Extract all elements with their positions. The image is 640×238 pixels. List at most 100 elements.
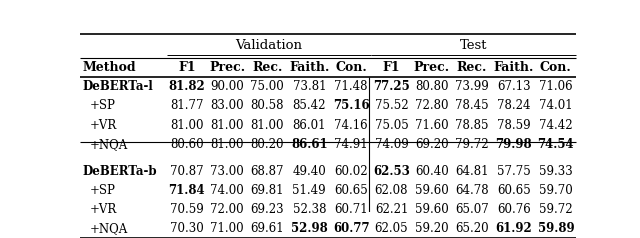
Text: 81.00: 81.00 — [211, 138, 244, 151]
Text: 70.87: 70.87 — [170, 164, 204, 178]
Text: 62.08: 62.08 — [374, 184, 408, 197]
Text: 71.00: 71.00 — [211, 222, 244, 235]
Text: 61.92: 61.92 — [495, 222, 532, 235]
Text: 69.23: 69.23 — [250, 203, 284, 216]
Text: 69.20: 69.20 — [415, 138, 449, 151]
Text: 57.75: 57.75 — [497, 164, 531, 178]
Text: 69.81: 69.81 — [251, 184, 284, 197]
Text: +SP: +SP — [90, 184, 116, 197]
Text: Rec.: Rec. — [457, 61, 487, 74]
Text: DeBERTa-l: DeBERTa-l — [82, 80, 153, 93]
Text: 80.20: 80.20 — [251, 138, 284, 151]
Text: 60.40: 60.40 — [415, 164, 449, 178]
Text: 60.76: 60.76 — [497, 203, 531, 216]
Text: 70.59: 70.59 — [170, 203, 204, 216]
Text: Rec.: Rec. — [252, 61, 282, 74]
Text: 78.45: 78.45 — [455, 99, 489, 113]
Text: 52.38: 52.38 — [292, 203, 326, 216]
Text: 85.42: 85.42 — [292, 99, 326, 113]
Text: 78.59: 78.59 — [497, 119, 531, 132]
Text: Con.: Con. — [540, 61, 572, 74]
Text: +NQA: +NQA — [90, 222, 128, 235]
Text: Method: Method — [82, 61, 136, 74]
Text: 75.05: 75.05 — [374, 119, 408, 132]
Text: 73.99: 73.99 — [455, 80, 489, 93]
Text: 59.33: 59.33 — [539, 164, 573, 178]
Text: 74.91: 74.91 — [334, 138, 368, 151]
Text: 60.02: 60.02 — [334, 164, 368, 178]
Text: 75.00: 75.00 — [250, 80, 284, 93]
Text: Prec.: Prec. — [413, 61, 450, 74]
Text: 71.60: 71.60 — [415, 119, 449, 132]
Text: 81.77: 81.77 — [170, 99, 204, 113]
Text: +SP: +SP — [90, 99, 116, 113]
Text: 71.06: 71.06 — [539, 80, 573, 93]
Text: 59.89: 59.89 — [538, 222, 574, 235]
Text: 60.65: 60.65 — [497, 184, 531, 197]
Text: 62.21: 62.21 — [375, 203, 408, 216]
Text: 65.07: 65.07 — [455, 203, 489, 216]
Text: 51.49: 51.49 — [292, 184, 326, 197]
Text: 74.01: 74.01 — [539, 99, 573, 113]
Text: Faith.: Faith. — [289, 61, 330, 74]
Text: Test: Test — [460, 40, 488, 52]
Text: 81.00: 81.00 — [170, 119, 204, 132]
Text: 78.24: 78.24 — [497, 99, 531, 113]
Text: 59.72: 59.72 — [539, 203, 573, 216]
Text: Con.: Con. — [335, 61, 367, 74]
Text: 77.25: 77.25 — [373, 80, 410, 93]
Text: 74.09: 74.09 — [374, 138, 408, 151]
Text: 59.20: 59.20 — [415, 222, 449, 235]
Text: 73.00: 73.00 — [210, 164, 244, 178]
Text: 74.54: 74.54 — [538, 138, 574, 151]
Text: 73.81: 73.81 — [292, 80, 326, 93]
Text: 81.00: 81.00 — [251, 119, 284, 132]
Text: 74.16: 74.16 — [334, 119, 368, 132]
Text: 64.78: 64.78 — [455, 184, 489, 197]
Text: 59.60: 59.60 — [415, 203, 449, 216]
Text: 74.42: 74.42 — [539, 119, 573, 132]
Text: Faith.: Faith. — [493, 61, 534, 74]
Text: 70.30: 70.30 — [170, 222, 204, 235]
Text: 60.65: 60.65 — [334, 184, 368, 197]
Text: F1: F1 — [383, 61, 400, 74]
Text: 71.84: 71.84 — [168, 184, 205, 197]
Text: DeBERTa-b: DeBERTa-b — [82, 164, 157, 178]
Text: 86.01: 86.01 — [292, 119, 326, 132]
Text: 75.52: 75.52 — [374, 99, 408, 113]
Text: 90.00: 90.00 — [210, 80, 244, 93]
Text: 75.16: 75.16 — [333, 99, 369, 113]
Text: 74.00: 74.00 — [210, 184, 244, 197]
Text: 68.87: 68.87 — [251, 164, 284, 178]
Text: 79.72: 79.72 — [455, 138, 489, 151]
Text: Prec.: Prec. — [209, 61, 245, 74]
Text: 71.48: 71.48 — [335, 80, 368, 93]
Text: 80.60: 80.60 — [170, 138, 204, 151]
Text: +VR: +VR — [90, 203, 117, 216]
Text: 81.00: 81.00 — [211, 119, 244, 132]
Text: 59.70: 59.70 — [539, 184, 573, 197]
Text: 80.80: 80.80 — [415, 80, 449, 93]
Text: +VR: +VR — [90, 119, 117, 132]
Text: 62.05: 62.05 — [374, 222, 408, 235]
Text: 81.82: 81.82 — [168, 80, 205, 93]
Text: 64.81: 64.81 — [455, 164, 489, 178]
Text: 69.61: 69.61 — [250, 222, 284, 235]
Text: 72.80: 72.80 — [415, 99, 449, 113]
Text: 83.00: 83.00 — [211, 99, 244, 113]
Text: 49.40: 49.40 — [292, 164, 326, 178]
Text: 78.85: 78.85 — [455, 119, 489, 132]
Text: 86.61: 86.61 — [291, 138, 328, 151]
Text: 60.71: 60.71 — [334, 203, 368, 216]
Text: 65.20: 65.20 — [455, 222, 489, 235]
Text: 79.98: 79.98 — [495, 138, 532, 151]
Text: 59.60: 59.60 — [415, 184, 449, 197]
Text: F1: F1 — [178, 61, 196, 74]
Text: +NQA: +NQA — [90, 138, 128, 151]
Text: Validation: Validation — [236, 40, 303, 52]
Text: 80.58: 80.58 — [251, 99, 284, 113]
Text: 62.53: 62.53 — [373, 164, 410, 178]
Text: 67.13: 67.13 — [497, 80, 531, 93]
Text: 52.98: 52.98 — [291, 222, 328, 235]
Text: 72.00: 72.00 — [211, 203, 244, 216]
